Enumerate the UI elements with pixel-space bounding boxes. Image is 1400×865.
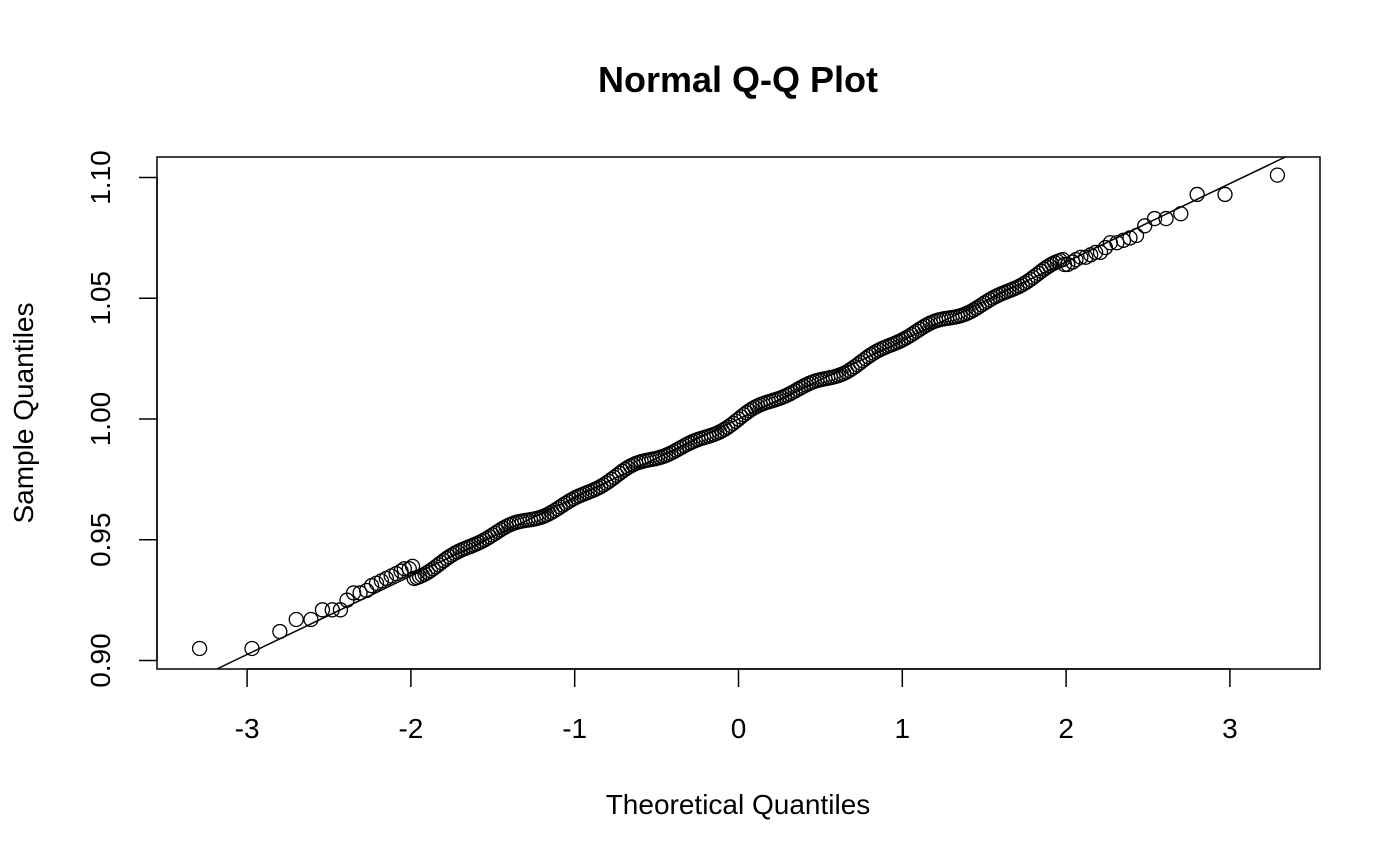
x-tick-label: -3 <box>235 713 260 744</box>
data-point <box>1073 249 1089 265</box>
x-tick-label: -1 <box>562 713 587 744</box>
data-point <box>598 475 614 491</box>
x-tick-label: -2 <box>398 713 423 744</box>
data-point <box>601 473 617 490</box>
data-point <box>1025 269 1041 286</box>
data-point <box>191 640 208 657</box>
y-tick-label: 1.10 <box>85 150 116 205</box>
x-tick-label: 1 <box>895 713 911 744</box>
data-point <box>433 554 449 571</box>
plot-frame <box>156 156 1321 670</box>
x-tick-label: 0 <box>731 713 747 744</box>
y-axis: 0.90 0.95 1.00 1.05 1.10 <box>85 150 158 688</box>
data-point <box>857 350 874 367</box>
data-point <box>606 469 622 486</box>
data-point <box>1158 210 1174 227</box>
data-point <box>1020 273 1036 290</box>
data-point <box>288 611 304 628</box>
x-axis: -3 -2 -1 0 1 2 3 <box>235 668 1238 744</box>
data-point <box>1269 167 1286 183</box>
data-point <box>436 552 452 569</box>
data-point <box>855 352 871 369</box>
data-point <box>609 467 625 484</box>
x-tick-label: 2 <box>1058 713 1074 744</box>
data-point <box>1146 210 1163 227</box>
x-tick-label: 3 <box>1222 713 1238 744</box>
data-point <box>733 409 749 425</box>
data-point <box>852 355 868 371</box>
data-point <box>1087 244 1104 261</box>
chart-title: Normal Q-Q Plot <box>598 59 878 100</box>
data-point <box>1028 267 1044 284</box>
data-point <box>324 602 340 618</box>
data-point <box>603 471 620 488</box>
data-point <box>430 557 447 573</box>
data-point <box>303 611 319 628</box>
data-point <box>420 564 436 581</box>
data-point <box>314 602 331 618</box>
data-point <box>396 561 412 577</box>
y-tick-label: 0.90 <box>85 633 116 688</box>
y-tick-label: 0.95 <box>85 513 116 568</box>
data-point <box>1030 265 1047 282</box>
data-point <box>244 640 260 657</box>
y-tick-label: 1.05 <box>85 271 116 326</box>
x-axis-label: Theoretical Quantiles <box>606 789 871 820</box>
data-point <box>401 561 417 577</box>
data-point <box>404 558 421 575</box>
y-axis-label: Sample Quantiles <box>8 302 39 523</box>
data-point <box>1022 271 1039 288</box>
data-point <box>1115 232 1132 248</box>
reference-line <box>216 156 1286 670</box>
data-point <box>1217 186 1233 203</box>
data-point <box>1189 186 1205 203</box>
data-point <box>1137 218 1153 234</box>
data-point <box>1109 235 1125 251</box>
data-point <box>738 405 755 421</box>
y-tick-label: 1.00 <box>85 392 116 447</box>
data-points <box>191 167 1286 657</box>
data-point <box>736 407 752 423</box>
